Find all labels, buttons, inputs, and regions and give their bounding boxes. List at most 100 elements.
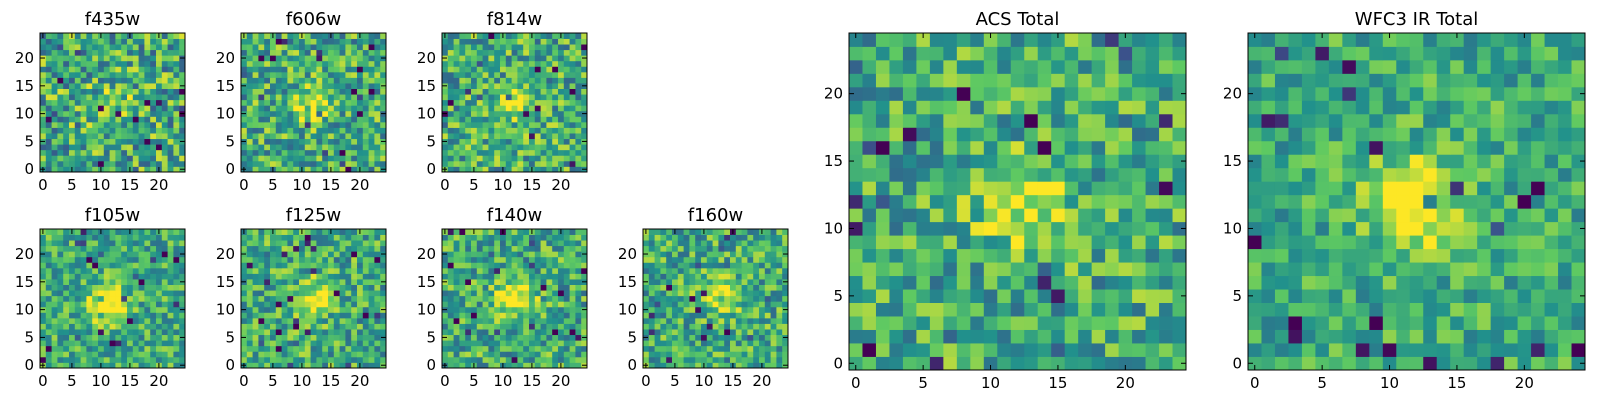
heatmap-cell <box>333 306 340 313</box>
heatmap-cell <box>476 301 483 308</box>
heatmap-cell <box>875 208 890 223</box>
heatmap-cell <box>1172 275 1187 290</box>
heatmap-cell <box>511 83 518 89</box>
heatmap-cell <box>161 33 168 39</box>
heatmap-cell <box>357 351 364 358</box>
heatmap-cell <box>264 44 271 51</box>
heatmap-cell <box>51 121 58 128</box>
heatmap-cell <box>304 88 311 95</box>
heatmap-cell <box>465 295 472 302</box>
heatmap-cell <box>51 267 58 274</box>
heatmap-cell <box>569 88 576 95</box>
heatmap-cell <box>759 234 766 241</box>
heatmap-cell <box>167 155 174 162</box>
heatmap-cell <box>511 105 518 112</box>
heatmap-cell <box>281 362 288 369</box>
heatmap-cell <box>1132 167 1146 182</box>
heatmap-cell <box>380 66 387 73</box>
heatmap-cell <box>683 279 690 285</box>
heatmap-cell <box>689 267 696 274</box>
heatmap-cell <box>92 160 99 167</box>
heatmap-cell <box>258 273 265 280</box>
heatmap-cell <box>109 273 116 280</box>
heatmap-cell <box>534 38 541 45</box>
heatmap-cell <box>552 262 559 269</box>
heatmap-cell <box>666 279 673 285</box>
heatmap-cell <box>304 251 311 258</box>
heatmap-cell <box>45 94 52 101</box>
heatmap-cell <box>511 155 518 162</box>
heatmap-cell <box>109 345 116 352</box>
heatmap-cell <box>362 133 369 140</box>
heatmap-cell <box>173 340 180 347</box>
heatmap-cell <box>660 245 667 252</box>
heatmap-cell <box>552 116 559 123</box>
heatmap-cell <box>581 66 588 73</box>
heatmap-cell <box>40 301 47 308</box>
heatmap-cell <box>523 38 530 45</box>
heatmap-cell <box>109 240 116 247</box>
heatmap-cell <box>138 144 145 151</box>
heatmap-cell <box>179 262 186 269</box>
heatmap-cell <box>465 99 472 106</box>
heatmap-cell <box>362 94 369 101</box>
heatmap-cell <box>706 234 713 241</box>
heatmap-cell <box>552 284 559 291</box>
heatmap-cell <box>447 256 454 263</box>
heatmap-cell <box>488 262 495 269</box>
heatmap-cell <box>465 160 472 167</box>
heatmap-cell <box>488 138 495 145</box>
heatmap-cell <box>447 33 454 39</box>
heatmap-cell <box>167 144 174 151</box>
heatmap-cell <box>563 251 570 258</box>
heatmap-cell <box>150 77 157 84</box>
heatmap-cell <box>997 235 1012 250</box>
heatmap-cell <box>741 362 748 369</box>
heatmap-cell <box>643 351 650 358</box>
heatmap-cell <box>374 55 381 62</box>
heatmap-cell <box>63 38 70 45</box>
heatmap-cell <box>109 105 116 112</box>
heatmap-cell <box>1051 262 1066 277</box>
heatmap-cell <box>310 33 317 39</box>
heatmap-cell <box>471 121 478 128</box>
heatmap-cell <box>563 38 570 45</box>
heatmap-cell <box>476 83 483 89</box>
heatmap-cell <box>741 256 748 263</box>
heatmap-cell <box>179 323 186 330</box>
heatmap-cell <box>293 362 300 369</box>
heatmap-cell <box>144 105 151 112</box>
heatmap-cell <box>103 149 110 156</box>
heatmap-cell <box>523 229 530 235</box>
heatmap-cell <box>534 295 541 302</box>
heatmap-cell <box>517 71 524 78</box>
heatmap-cell <box>115 273 122 280</box>
heatmap-cell <box>442 121 449 128</box>
heatmap-cell <box>956 343 971 357</box>
heatmap-cell <box>902 343 917 357</box>
heatmap-cell <box>333 301 340 308</box>
heatmap-cell <box>252 329 259 336</box>
heatmap-cell <box>304 273 311 280</box>
heatmap-cell <box>447 323 454 330</box>
heatmap-cell <box>488 301 495 308</box>
heatmap-cell <box>488 323 495 330</box>
heatmap-cell <box>351 351 358 358</box>
heatmap-cell <box>258 295 265 302</box>
heatmap-cell <box>316 60 323 67</box>
heatmap-cell <box>121 99 128 106</box>
heatmap-cell <box>442 267 449 274</box>
heatmap-cell <box>368 356 375 363</box>
heatmap-cell <box>299 234 306 241</box>
heatmap-cell <box>115 317 122 324</box>
heatmap-cell <box>1078 289 1093 303</box>
heatmap-cell <box>299 83 306 89</box>
heatmap-cell <box>374 362 381 369</box>
heatmap-cell <box>316 149 323 156</box>
heatmap-cell <box>540 144 547 151</box>
heatmap-cell <box>339 301 346 308</box>
heatmap-cell <box>929 275 944 290</box>
heatmap-cell <box>730 329 737 336</box>
heatmap-cell <box>57 267 64 274</box>
